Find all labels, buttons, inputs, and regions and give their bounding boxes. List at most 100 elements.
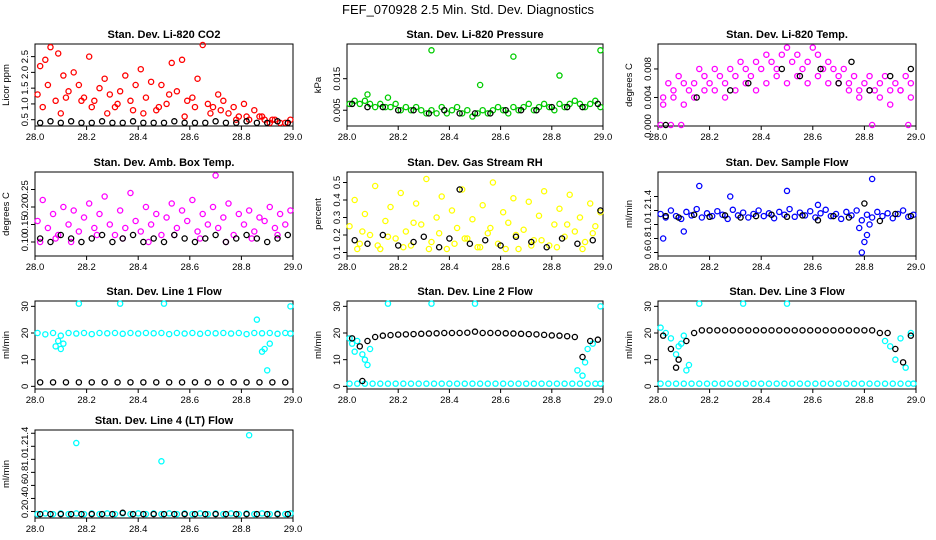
data-point [471, 300, 479, 307]
data-point [196, 330, 204, 338]
data-point [773, 72, 780, 80]
data-point [67, 238, 75, 246]
data-point [530, 106, 538, 114]
data-point [225, 110, 232, 117]
data-point [517, 106, 525, 114]
data-point [662, 121, 669, 129]
data-point [106, 91, 114, 98]
data-point [181, 113, 188, 120]
data-point [876, 94, 884, 101]
data-point [814, 201, 822, 209]
data-point [158, 458, 165, 465]
data-point [581, 103, 589, 111]
data-point [282, 119, 289, 127]
data-point [129, 231, 137, 239]
data-point [657, 324, 664, 331]
data-point [830, 65, 837, 73]
data-point [579, 353, 586, 361]
data-point [742, 65, 749, 73]
series-black [348, 328, 602, 385]
panel-1: Stan. Dev. Li-820 CO2 28.0 28.2 28.4 28.6 28.… [1, 29, 302, 143]
data-point [153, 379, 160, 386]
data-point [346, 335, 353, 342]
data-point [387, 331, 394, 339]
x-tick-label: 28.8 [855, 132, 874, 143]
data-point [351, 196, 358, 204]
data-point [690, 211, 698, 218]
data-point [683, 337, 690, 345]
data-point [845, 87, 853, 94]
data-point [696, 182, 703, 190]
data-point [384, 94, 392, 101]
data-point [194, 75, 201, 82]
data-point [892, 356, 899, 363]
data-point [191, 510, 199, 518]
y-tick-label: 0 [332, 384, 343, 389]
data-point [189, 196, 196, 204]
data-point [446, 380, 453, 387]
data-point [171, 118, 178, 125]
data-point [899, 359, 907, 366]
x-tick-label: 28.0 [649, 395, 668, 406]
data-point [387, 103, 394, 111]
data-point [407, 380, 415, 387]
data-point [484, 380, 492, 387]
data-point [479, 329, 486, 337]
data-point [830, 212, 837, 220]
y-tick-label: 30 [643, 301, 654, 312]
data-point [371, 182, 379, 190]
data-point [907, 65, 915, 73]
data-point [235, 510, 243, 518]
data-point [142, 94, 150, 101]
data-point [510, 194, 517, 202]
data-point [776, 208, 783, 216]
y-tick-label: 2.0 [20, 66, 31, 79]
y-tick-label: 0.10 [20, 233, 31, 252]
data-point [667, 345, 675, 353]
plot-frame [657, 43, 917, 127]
data-point [726, 193, 734, 200]
data-point [222, 119, 230, 127]
x-tick-label: 28.6 [181, 132, 200, 143]
data-point [256, 379, 263, 386]
data-point [394, 331, 402, 338]
data-point [225, 200, 232, 207]
data-point [693, 94, 700, 101]
data-point [263, 367, 271, 374]
data-point [556, 100, 563, 108]
data-point [889, 380, 897, 387]
data-point [178, 379, 186, 386]
data-point [245, 431, 253, 439]
data-point [49, 329, 57, 337]
data-point [75, 300, 83, 307]
data-point [796, 380, 804, 387]
data-point [868, 175, 876, 183]
data-point [696, 300, 703, 307]
data-point [52, 343, 59, 350]
series-black [36, 231, 292, 246]
data-point [348, 100, 356, 108]
data-point [897, 380, 904, 387]
data-point [558, 235, 566, 242]
data-point [576, 380, 584, 387]
data-point [420, 233, 428, 240]
data-point [282, 221, 289, 228]
x-tick-label: 29.0 [594, 132, 613, 143]
data-point [353, 337, 361, 345]
x-tick-label: 29.0 [594, 395, 613, 406]
data-point [510, 330, 517, 337]
panel-4: Stan. Dev. Amb. Box Temp. 28.0 28.2 28.4 28.… [1, 157, 302, 273]
data-point [150, 119, 157, 127]
data-point [361, 210, 369, 218]
data-point [487, 224, 494, 232]
data-point [65, 510, 72, 518]
data-point [47, 510, 54, 518]
y-tick-label: 1.2 [20, 440, 31, 453]
x-tick-label: 28.8 [232, 262, 251, 273]
data-point [160, 238, 168, 246]
data-point [438, 193, 445, 200]
data-point [538, 236, 545, 244]
x-tick-label: 28.4 [129, 262, 148, 273]
data-point [484, 229, 492, 237]
x-tick-label: 28.6 [491, 395, 510, 406]
